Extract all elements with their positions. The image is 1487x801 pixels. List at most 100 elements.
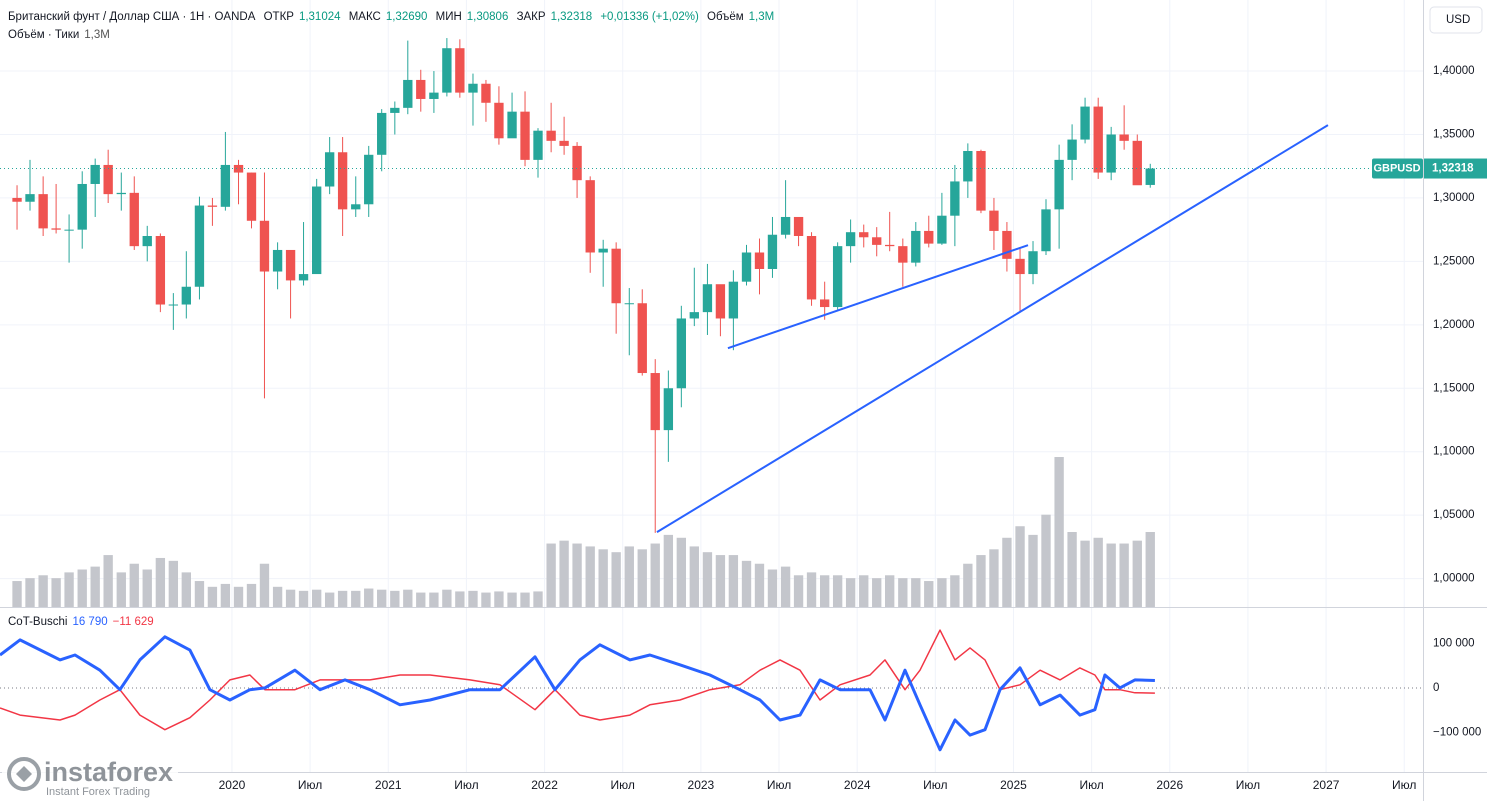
candle-body bbox=[689, 312, 699, 319]
volume-bar bbox=[1015, 526, 1025, 607]
volume-bar bbox=[259, 563, 270, 607]
candle-body bbox=[1145, 168, 1155, 185]
y-tick-label: 1,25000 bbox=[1433, 255, 1475, 267]
cot-y-tick-label: −100 000 bbox=[1433, 726, 1481, 738]
volume-bar bbox=[390, 590, 400, 607]
price-tag-value: 1,32318 bbox=[1432, 163, 1474, 175]
volume-bar bbox=[481, 592, 491, 607]
candle-body bbox=[624, 303, 634, 305]
ohlc-label: ЗАКР bbox=[516, 11, 546, 23]
candle-body bbox=[520, 111, 530, 160]
candle-body bbox=[1067, 139, 1077, 160]
candle-body bbox=[663, 388, 674, 431]
candle-body bbox=[611, 248, 621, 304]
candle-body bbox=[898, 246, 908, 263]
volume-bar bbox=[64, 572, 74, 607]
volume-bar bbox=[1002, 537, 1012, 607]
candle-body bbox=[1002, 230, 1012, 259]
volume-bar bbox=[272, 586, 283, 607]
candle-body bbox=[298, 274, 309, 281]
candle-body bbox=[1119, 134, 1129, 141]
price-tag-box bbox=[1424, 158, 1487, 179]
volume-bar bbox=[429, 592, 439, 607]
x-tick-label: Июл bbox=[611, 778, 635, 792]
volume-bar bbox=[142, 569, 152, 607]
candle-body bbox=[337, 152, 348, 210]
volume-bar bbox=[728, 555, 739, 607]
volume-label: Объём bbox=[707, 11, 744, 23]
candle-body bbox=[832, 246, 843, 308]
cot-y-tick-label: 100 000 bbox=[1433, 638, 1475, 650]
candle-body bbox=[90, 164, 100, 184]
trend-line bbox=[727, 244, 1029, 350]
volume-last: 1,3M bbox=[84, 29, 110, 41]
logo-name: instaforex bbox=[44, 757, 173, 787]
candle-body bbox=[585, 180, 595, 253]
candle-body bbox=[728, 281, 739, 319]
ohlc-value: 1,30806 bbox=[466, 11, 509, 23]
candle-body bbox=[845, 232, 856, 247]
volume-bar bbox=[51, 578, 61, 607]
volume-bar bbox=[572, 543, 582, 607]
candle-body bbox=[650, 373, 660, 431]
volume-bar bbox=[416, 592, 426, 607]
volume-bar bbox=[220, 583, 231, 607]
candle-body bbox=[64, 229, 74, 231]
volume-bar bbox=[1028, 534, 1038, 607]
volume-bar bbox=[442, 589, 452, 607]
ohlc-label: ОТКР bbox=[263, 11, 294, 23]
volume-bar bbox=[989, 549, 999, 607]
candle-body bbox=[806, 235, 817, 300]
x-tick-label: Июл bbox=[767, 778, 791, 792]
candle-body bbox=[1041, 209, 1051, 252]
currency-box bbox=[1429, 6, 1483, 34]
candle-body bbox=[676, 318, 687, 389]
y-tick-label: 1,15000 bbox=[1433, 382, 1475, 394]
candle-body bbox=[455, 48, 465, 93]
candle-body bbox=[963, 150, 973, 182]
volume-bar bbox=[168, 560, 179, 607]
candle-body bbox=[12, 197, 22, 202]
candle-body bbox=[51, 228, 61, 230]
ohlc-value: 1,32690 bbox=[385, 11, 428, 23]
candle-body bbox=[872, 237, 882, 245]
candle-body bbox=[364, 154, 374, 205]
ohlc-label: МАКС bbox=[348, 11, 381, 23]
price-tag-symbol-box bbox=[1372, 158, 1423, 179]
volume-bar bbox=[12, 581, 22, 607]
volume-bar bbox=[129, 563, 139, 607]
volume-bar bbox=[1145, 532, 1155, 607]
candle-body bbox=[416, 79, 426, 99]
volume-value: 1,3M bbox=[748, 11, 775, 23]
x-tick-label: Июл bbox=[923, 778, 947, 792]
volume-bar bbox=[337, 590, 348, 607]
candle-body bbox=[481, 83, 491, 103]
volume-bar bbox=[155, 557, 166, 607]
volume-bar bbox=[194, 581, 205, 607]
volume-bar bbox=[806, 572, 817, 607]
volume-bar bbox=[546, 543, 556, 607]
candle-body bbox=[259, 220, 270, 272]
x-tick-label: 2027 bbox=[1313, 778, 1340, 792]
x-tick-label: Июл bbox=[1236, 778, 1260, 792]
candle-body bbox=[754, 252, 765, 269]
candle-body bbox=[155, 235, 166, 305]
candle-body bbox=[546, 130, 556, 141]
candle-body bbox=[1028, 251, 1038, 275]
candle-body bbox=[780, 216, 791, 235]
ohlc-value: 1,32318 bbox=[550, 11, 593, 23]
cot-line bbox=[0, 635, 1155, 752]
volume-bar bbox=[1132, 540, 1142, 607]
volume-bar bbox=[741, 560, 752, 607]
candle-body bbox=[741, 252, 752, 282]
logo-icon-mark bbox=[16, 766, 32, 782]
volume-bar bbox=[650, 543, 660, 607]
candle-body bbox=[1093, 106, 1103, 173]
candle-body bbox=[312, 186, 322, 275]
volume-bar bbox=[689, 546, 699, 607]
volume-bar bbox=[976, 555, 986, 607]
candle-body bbox=[533, 130, 543, 160]
ohlc-value: 1,31024 bbox=[298, 11, 341, 23]
